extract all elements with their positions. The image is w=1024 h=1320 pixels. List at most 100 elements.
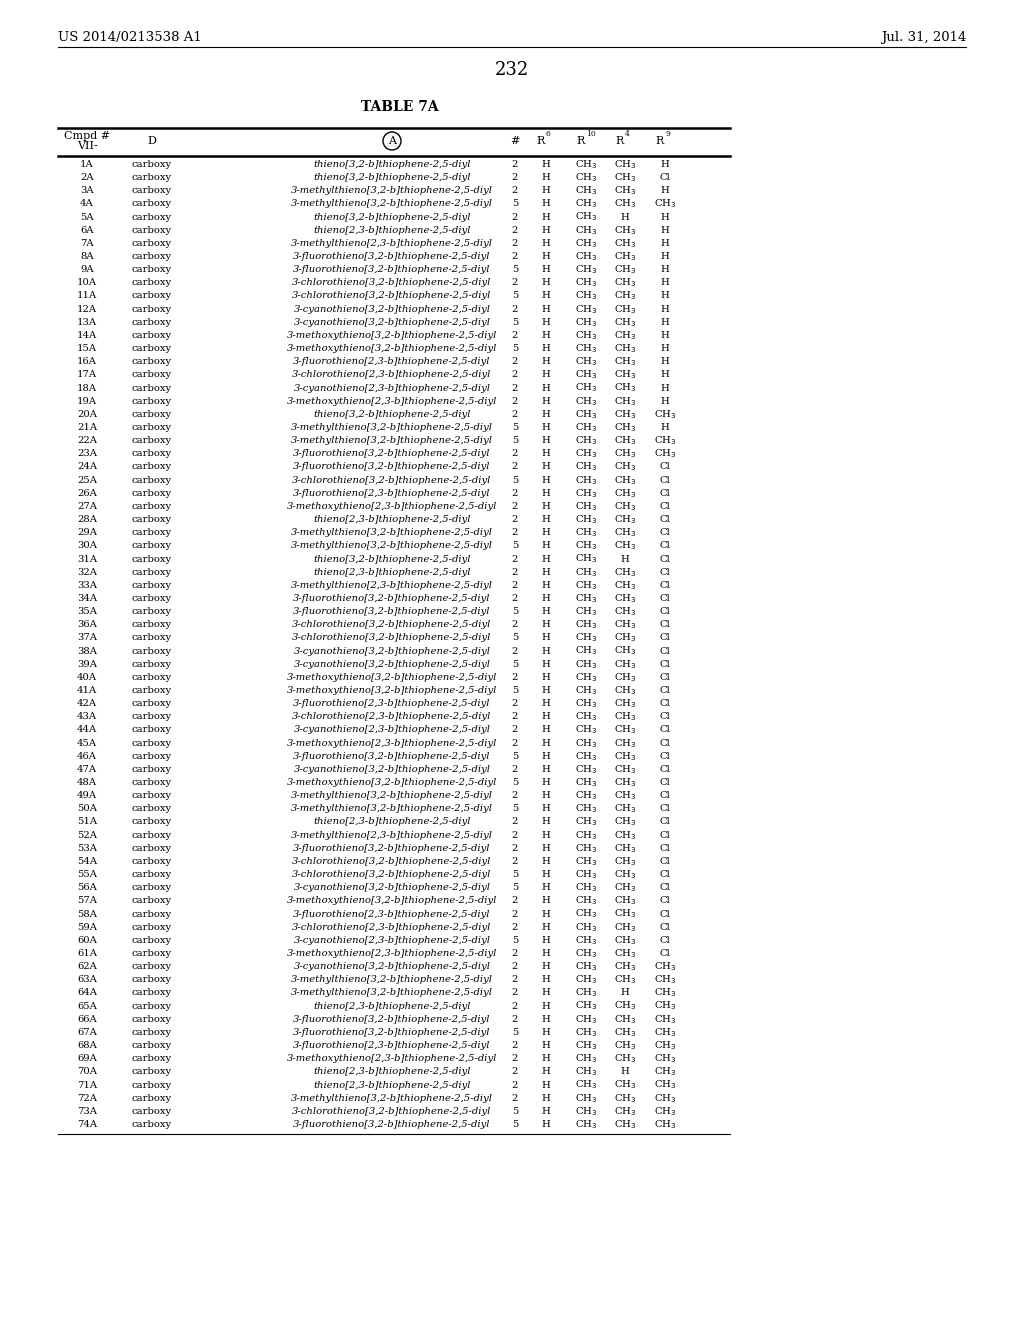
Text: CH$_3$: CH$_3$ bbox=[613, 789, 636, 803]
Text: CH$_3$: CH$_3$ bbox=[613, 329, 636, 342]
Text: CH$_3$: CH$_3$ bbox=[574, 882, 597, 894]
Text: carboxy: carboxy bbox=[132, 371, 172, 379]
Text: H: H bbox=[542, 265, 550, 275]
Text: R: R bbox=[615, 136, 624, 147]
Text: thieno[2,3-b]thiophene-2,5-diyl: thieno[2,3-b]thiophene-2,5-diyl bbox=[313, 1068, 471, 1076]
Text: 3-methoxythieno[3,2-b]thiophene-2,5-diyl: 3-methoxythieno[3,2-b]thiophene-2,5-diyl bbox=[287, 686, 498, 696]
Text: carboxy: carboxy bbox=[132, 752, 172, 760]
Text: 2: 2 bbox=[512, 1002, 518, 1011]
Text: H: H bbox=[660, 213, 670, 222]
Text: Cl: Cl bbox=[659, 896, 671, 906]
Text: H: H bbox=[660, 318, 670, 327]
Text: 3-methoxythieno[3,2-b]thiophene-2,5-diyl: 3-methoxythieno[3,2-b]thiophene-2,5-diyl bbox=[287, 777, 498, 787]
Text: 3-fluorothieno[2,3-b]thiophene-2,5-diyl: 3-fluorothieno[2,3-b]thiophene-2,5-diyl bbox=[293, 358, 490, 366]
Text: H: H bbox=[542, 488, 550, 498]
Text: 5: 5 bbox=[512, 777, 518, 787]
Text: carboxy: carboxy bbox=[132, 817, 172, 826]
Text: CH$_3$: CH$_3$ bbox=[574, 355, 597, 368]
Text: Cl: Cl bbox=[659, 634, 671, 643]
Text: CH$_3$: CH$_3$ bbox=[613, 671, 636, 684]
Text: H: H bbox=[542, 199, 550, 209]
Text: CH$_3$: CH$_3$ bbox=[613, 1118, 636, 1131]
Text: CH$_3$: CH$_3$ bbox=[574, 289, 597, 302]
Text: CH$_3$: CH$_3$ bbox=[574, 710, 597, 723]
Text: H: H bbox=[660, 384, 670, 392]
Text: 2: 2 bbox=[512, 989, 518, 998]
Text: 1A: 1A bbox=[80, 160, 94, 169]
Text: carboxy: carboxy bbox=[132, 870, 172, 879]
Text: 3A: 3A bbox=[80, 186, 94, 195]
Text: CH$_3$: CH$_3$ bbox=[574, 553, 597, 565]
Text: 3-methylthieno[3,2-b]thiophene-2,5-diyl: 3-methylthieno[3,2-b]thiophene-2,5-diyl bbox=[291, 989, 493, 998]
Text: H: H bbox=[660, 331, 670, 341]
Text: 44A: 44A bbox=[77, 726, 97, 734]
Text: thieno[2,3-b]thiophene-2,5-diyl: thieno[2,3-b]thiophene-2,5-diyl bbox=[313, 515, 471, 524]
Text: Cl: Cl bbox=[659, 764, 671, 774]
Text: CH$_3$: CH$_3$ bbox=[653, 1052, 676, 1065]
Text: CH$_3$: CH$_3$ bbox=[574, 263, 597, 276]
Text: H: H bbox=[542, 279, 550, 288]
Text: H: H bbox=[542, 318, 550, 327]
Text: CH$_3$: CH$_3$ bbox=[613, 737, 636, 750]
Text: CH$_3$: CH$_3$ bbox=[574, 368, 597, 381]
Text: 3-fluorothieno[3,2-b]thiophene-2,5-diyl: 3-fluorothieno[3,2-b]thiophene-2,5-diyl bbox=[293, 752, 490, 760]
Text: H: H bbox=[542, 777, 550, 787]
Text: Cl: Cl bbox=[659, 475, 671, 484]
Text: carboxy: carboxy bbox=[132, 936, 172, 945]
Text: CH$_3$: CH$_3$ bbox=[574, 447, 597, 461]
Text: CH$_3$: CH$_3$ bbox=[613, 908, 636, 920]
Text: CH$_3$: CH$_3$ bbox=[574, 381, 597, 395]
Text: CH$_3$: CH$_3$ bbox=[613, 855, 636, 867]
Text: 9: 9 bbox=[665, 129, 670, 139]
Text: 70A: 70A bbox=[77, 1068, 97, 1076]
Text: carboxy: carboxy bbox=[132, 462, 172, 471]
Text: 21A: 21A bbox=[77, 422, 97, 432]
Text: 3-chlorothieno[3,2-b]thiophene-2,5-diyl: 3-chlorothieno[3,2-b]thiophene-2,5-diyl bbox=[292, 620, 492, 630]
Text: 10: 10 bbox=[586, 129, 596, 139]
Text: 4A: 4A bbox=[80, 199, 94, 209]
Text: 50A: 50A bbox=[77, 804, 97, 813]
Text: CH$_3$: CH$_3$ bbox=[574, 1012, 597, 1026]
Text: 2: 2 bbox=[512, 160, 518, 169]
Text: US 2014/0213538 A1: US 2014/0213538 A1 bbox=[58, 30, 202, 44]
Text: Cl: Cl bbox=[659, 777, 671, 787]
Text: CH$_3$: CH$_3$ bbox=[574, 908, 597, 920]
Text: CH$_3$: CH$_3$ bbox=[653, 1092, 676, 1105]
Text: H: H bbox=[542, 213, 550, 222]
Text: 2: 2 bbox=[512, 397, 518, 405]
Text: 2: 2 bbox=[512, 581, 518, 590]
Text: carboxy: carboxy bbox=[132, 607, 172, 616]
Text: carboxy: carboxy bbox=[132, 358, 172, 366]
Text: 3-cyanothieno[3,2-b]thiophene-2,5-diyl: 3-cyanothieno[3,2-b]thiophene-2,5-diyl bbox=[294, 764, 490, 774]
Text: carboxy: carboxy bbox=[132, 686, 172, 696]
Text: 57A: 57A bbox=[77, 896, 97, 906]
Text: CH$_3$: CH$_3$ bbox=[574, 644, 597, 657]
Text: CH$_3$: CH$_3$ bbox=[613, 368, 636, 381]
Text: 3-fluorothieno[3,2-b]thiophene-2,5-diyl: 3-fluorothieno[3,2-b]thiophene-2,5-diyl bbox=[293, 462, 490, 471]
Text: carboxy: carboxy bbox=[132, 1094, 172, 1102]
Text: H: H bbox=[660, 371, 670, 379]
Text: 64A: 64A bbox=[77, 989, 97, 998]
Text: CH$_3$: CH$_3$ bbox=[613, 684, 636, 697]
Text: CH$_3$: CH$_3$ bbox=[613, 381, 636, 395]
Text: carboxy: carboxy bbox=[132, 213, 172, 222]
Text: H: H bbox=[542, 739, 550, 747]
Text: Cl: Cl bbox=[659, 647, 671, 656]
Text: 3-methylthieno[3,2-b]thiophene-2,5-diyl: 3-methylthieno[3,2-b]thiophene-2,5-diyl bbox=[291, 436, 493, 445]
Text: 66A: 66A bbox=[77, 1015, 97, 1024]
Text: carboxy: carboxy bbox=[132, 1015, 172, 1024]
Text: 14A: 14A bbox=[77, 331, 97, 341]
Text: 2: 2 bbox=[512, 252, 518, 261]
Text: 3-methoxythieno[2,3-b]thiophene-2,5-diyl: 3-methoxythieno[2,3-b]thiophene-2,5-diyl bbox=[287, 949, 498, 958]
Text: 2: 2 bbox=[512, 817, 518, 826]
Text: CH$_3$: CH$_3$ bbox=[574, 474, 597, 487]
Text: CH$_3$: CH$_3$ bbox=[574, 342, 597, 355]
Text: H: H bbox=[621, 989, 630, 998]
Text: carboxy: carboxy bbox=[132, 488, 172, 498]
Text: Cl: Cl bbox=[659, 923, 671, 932]
Text: H: H bbox=[660, 422, 670, 432]
Text: H: H bbox=[542, 870, 550, 879]
Text: thieno[3,2-b]thiophene-2,5-diyl: thieno[3,2-b]thiophene-2,5-diyl bbox=[313, 409, 471, 418]
Text: H: H bbox=[621, 1068, 630, 1076]
Text: D: D bbox=[147, 136, 157, 147]
